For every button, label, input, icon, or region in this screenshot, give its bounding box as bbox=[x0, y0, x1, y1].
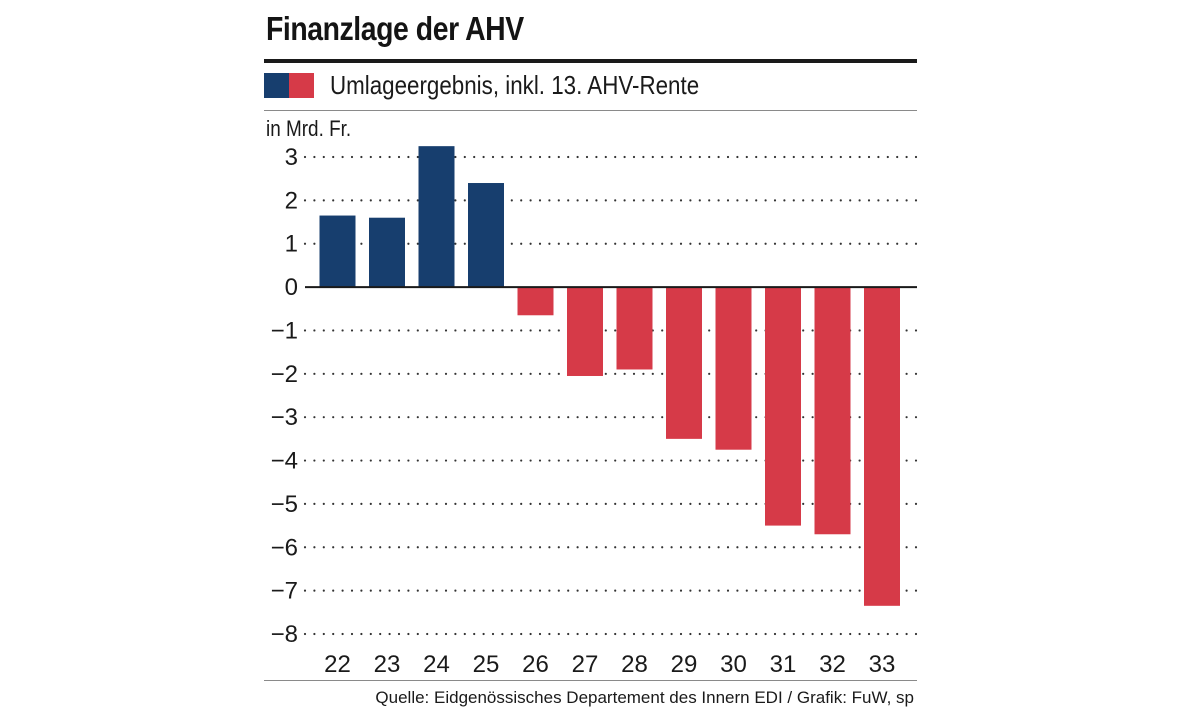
y-tick-label: −5 bbox=[271, 491, 298, 518]
legend: Umlageergebnis, inkl. 13. AHV-Rente bbox=[264, 69, 759, 100]
y-tick-label: 0 bbox=[285, 274, 298, 301]
bar-31 bbox=[765, 287, 801, 526]
bar-28 bbox=[616, 287, 653, 370]
x-tick-label: 22 bbox=[324, 651, 351, 678]
x-tick-label: 27 bbox=[572, 651, 599, 678]
x-tick-label: 31 bbox=[770, 651, 797, 678]
y-tick-label: −8 bbox=[271, 621, 298, 648]
x-tick-label: 33 bbox=[869, 651, 896, 678]
bar-23 bbox=[369, 217, 405, 288]
source-note: Quelle: Eidgenössisches Departement des … bbox=[375, 688, 914, 707]
legend-swatch-positive bbox=[264, 72, 289, 98]
footer-rule bbox=[264, 680, 917, 681]
y-tick-label: −1 bbox=[271, 317, 298, 344]
x-tick-label: 30 bbox=[720, 651, 747, 678]
bar-32 bbox=[814, 287, 851, 535]
x-tick-label: 25 bbox=[473, 651, 500, 678]
chart-title: Finanzlage der AHV bbox=[266, 10, 524, 47]
x-tick-label: 24 bbox=[423, 651, 450, 678]
bar-25 bbox=[468, 183, 504, 288]
legend-rule bbox=[264, 110, 917, 111]
bar-22 bbox=[319, 215, 356, 288]
y-axis-unit-label: in Mrd. Fr. bbox=[266, 116, 352, 141]
bar-29 bbox=[666, 287, 702, 439]
legend-swatch-negative bbox=[289, 72, 314, 98]
bar-26 bbox=[517, 287, 554, 316]
x-tick-label: 26 bbox=[522, 651, 549, 678]
x-axis-ticks: 22 23 24 25 26 27 28 29 30 31 32 33 bbox=[324, 651, 895, 678]
title-rule bbox=[264, 59, 917, 63]
bar-33 bbox=[864, 287, 900, 606]
y-tick-label: 2 bbox=[285, 187, 298, 214]
x-tick-label: 32 bbox=[819, 651, 846, 678]
bar-30 bbox=[715, 287, 752, 450]
y-tick-label: −2 bbox=[271, 361, 298, 388]
y-axis-ticks: 3 2 1 0 −1 −2 −3 −4 −5 −6 −7 −8 bbox=[271, 144, 298, 648]
bar-24 bbox=[418, 146, 455, 288]
y-tick-label: −4 bbox=[271, 448, 298, 475]
x-tick-label: 28 bbox=[621, 651, 648, 678]
legend-label: Umlageergebnis, inkl. 13. AHV-Rente bbox=[330, 69, 700, 100]
y-tick-label: −7 bbox=[271, 578, 298, 605]
bar-27 bbox=[567, 287, 603, 376]
y-tick-label: −3 bbox=[271, 404, 298, 431]
y-tick-label: 3 bbox=[285, 144, 298, 171]
x-tick-label: 29 bbox=[671, 651, 698, 678]
y-tick-label: −6 bbox=[271, 534, 298, 561]
bars bbox=[319, 146, 900, 606]
x-tick-label: 23 bbox=[374, 651, 401, 678]
y-tick-label: 1 bbox=[285, 231, 298, 258]
